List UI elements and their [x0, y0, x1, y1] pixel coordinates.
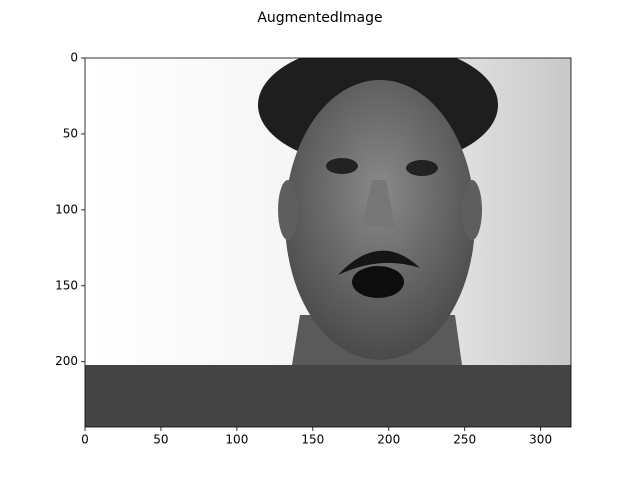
eye	[326, 158, 358, 174]
nose	[362, 180, 395, 228]
x-tick-label: 100	[225, 433, 248, 447]
x-tick-label: 200	[377, 433, 400, 447]
mouth	[352, 266, 404, 298]
x-tick-label: 0	[81, 433, 89, 447]
axes-frame	[84, 57, 572, 428]
y-tick-label: 0	[70, 51, 78, 65]
chart-title: AugmentedImage	[257, 10, 382, 26]
y-tick-label: 100	[55, 202, 78, 216]
image	[85, 58, 571, 427]
x-tick-label: 250	[453, 433, 476, 447]
y-tick-label: 150	[55, 278, 78, 292]
ear	[462, 180, 482, 240]
ear	[278, 180, 298, 240]
moustache	[338, 250, 420, 275]
y-tick-label: 50	[63, 126, 78, 140]
x-tick-label: 150	[301, 433, 324, 447]
x-tick-label: 300	[529, 433, 552, 447]
x-tick-label: 50	[153, 433, 168, 447]
eye	[406, 160, 438, 176]
mask	[85, 365, 571, 427]
y-tick-label: 200	[55, 354, 78, 368]
